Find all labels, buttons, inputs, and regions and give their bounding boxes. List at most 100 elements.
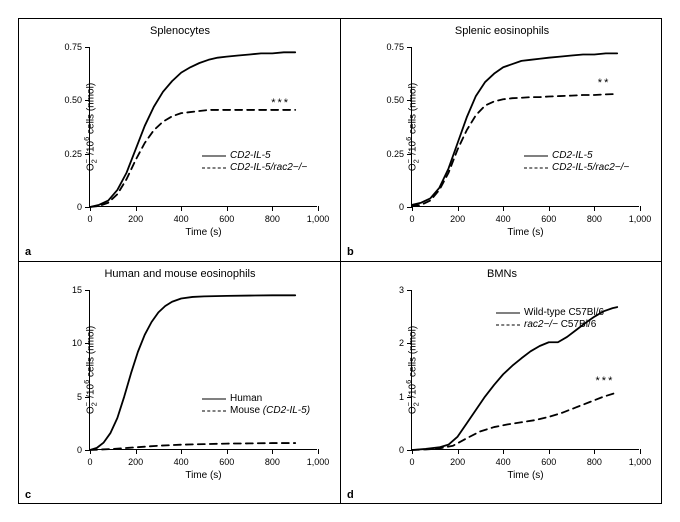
x-tick-label: 800: [265, 214, 280, 224]
legend-line-icon: [202, 410, 226, 411]
legend-swatch: [524, 151, 548, 161]
y-tick-label: 0: [399, 202, 404, 212]
x-tick: [640, 449, 641, 454]
legend-row: CD2-IL-5/rac2−/−: [202, 162, 307, 173]
legend-label: CD2-IL-5: [552, 150, 593, 161]
y-tick-label: 10: [72, 338, 82, 348]
x-axis-label: Time (s): [412, 227, 639, 238]
x-tick-label: 600: [219, 214, 234, 224]
legend-line-icon: [202, 167, 226, 168]
legend-line-icon: [496, 324, 520, 325]
x-tick-label: 0: [87, 457, 92, 467]
legend-swatch: [202, 406, 226, 416]
plot-area: 02004006008001,00000.250.500.75Time (s)O…: [411, 47, 639, 207]
legend: Wild-type C57Bl/6rac2−/− C57Bl/6: [496, 306, 604, 331]
x-tick-label: 200: [128, 457, 143, 467]
legend-row: CD2-IL-5: [202, 150, 307, 161]
panel-b: Splenic eosinophils02004006008001,00000.…: [341, 19, 663, 262]
legend-label: Human: [230, 393, 262, 404]
legend-row: CD2-IL-5/rac2−/−: [524, 162, 629, 173]
x-tick-label: 800: [587, 214, 602, 224]
y-tick-label: 0: [77, 202, 82, 212]
series-line: [90, 52, 295, 207]
significance-marker: **: [598, 77, 611, 89]
panel-a: Splenocytes 02004006008001,00000.250.500.…: [19, 19, 341, 262]
legend-line-icon: [496, 312, 520, 313]
legend-label: Wild-type C57Bl/6: [524, 307, 604, 318]
legend-swatch: [202, 394, 226, 404]
x-tick-label: 1,000: [629, 457, 652, 467]
legend-swatch: [202, 163, 226, 173]
legend-row: Mouse (CD2-IL-5): [202, 405, 310, 416]
legend-row: Wild-type C57Bl/6: [496, 307, 604, 318]
x-axis-label: Time (s): [90, 227, 317, 238]
x-tick-label: 400: [174, 457, 189, 467]
legend-line-icon: [202, 398, 226, 399]
panel-frame: Splenocytes02004006008001,00000.250.500.…: [18, 18, 662, 504]
y-tick: [407, 207, 412, 208]
x-tick-label: 400: [496, 214, 511, 224]
y-tick-label: 0.75: [64, 42, 82, 52]
panel-d: BMNs02004006008001,0000123Time (s)O2−/10…: [341, 262, 663, 505]
legend-label: CD2-IL-5: [230, 150, 271, 161]
y-tick-label: 0.75: [386, 42, 404, 52]
y-tick-label: 0.50: [64, 95, 82, 105]
panel-letter: d: [347, 489, 354, 501]
x-tick-label: 0: [409, 214, 414, 224]
significance-marker: ***: [596, 375, 615, 387]
y-tick-label: 0.50: [386, 95, 404, 105]
significance-marker: ***: [271, 97, 290, 109]
legend-label: CD2-IL-5/rac2−/−: [230, 162, 307, 173]
legend-line-icon: [524, 155, 548, 156]
series-line: [90, 295, 295, 450]
legend-swatch: [496, 320, 520, 330]
legend-label: Mouse (CD2-IL-5): [230, 405, 310, 416]
legend: CD2-IL-5CD2-IL-5/rac2−/−: [524, 149, 629, 174]
x-tick-label: 1,000: [629, 214, 652, 224]
x-tick-label: 1,000: [307, 457, 330, 467]
series-line: [412, 392, 617, 450]
x-tick-label: 600: [541, 214, 556, 224]
legend-row: Human: [202, 393, 310, 404]
x-tick-label: 600: [219, 457, 234, 467]
panel-letter: b: [347, 246, 354, 258]
x-tick-label: 400: [496, 457, 511, 467]
legend-row: rac2−/− C57Bl/6: [496, 319, 604, 330]
plot-area: 02004006008001,00000.250.500.75Time (s)O…: [89, 47, 317, 207]
x-tick-label: 200: [450, 214, 465, 224]
x-tick-label: 1,000: [307, 214, 330, 224]
series-svg: [90, 290, 318, 450]
legend: CD2-IL-5CD2-IL-5/rac2−/−: [202, 149, 307, 174]
panel-c: Human and mouse eosinophils0200400600800…: [19, 262, 341, 505]
y-tick-label: 0: [77, 445, 82, 455]
x-tick-label: 0: [409, 457, 414, 467]
legend: HumanMouse (CD2-IL-5): [202, 392, 310, 417]
y-tick-label: 15: [72, 285, 82, 295]
panel-letter: a: [25, 246, 31, 258]
legend-label: CD2-IL-5/rac2−/−: [552, 162, 629, 173]
panel-title: Splenocytes: [19, 25, 341, 37]
plot-area: 02004006008001,000051015Time (s)O2−/106 …: [89, 290, 317, 450]
series-svg: [412, 47, 640, 207]
legend-swatch: [202, 151, 226, 161]
legend-label: rac2−/− C57Bl/6: [524, 319, 596, 330]
y-tick-label: 0.25: [386, 149, 404, 159]
x-axis-label: Time (s): [90, 470, 317, 481]
x-tick-label: 800: [265, 457, 280, 467]
x-tick: [318, 206, 319, 211]
x-tick-label: 200: [128, 214, 143, 224]
panel-title: Human and mouse eosinophils: [19, 268, 341, 280]
x-tick-label: 400: [174, 214, 189, 224]
legend-line-icon: [524, 167, 548, 168]
series-line: [90, 443, 295, 450]
y-tick-label: 0: [399, 445, 404, 455]
plot-area: 02004006008001,0000123Time (s)O2−/106 ce…: [411, 290, 639, 450]
panel-title: Splenic eosinophils: [341, 25, 663, 37]
x-tick: [318, 449, 319, 454]
x-axis-label: Time (s): [412, 470, 639, 481]
series-svg: [90, 47, 318, 207]
legend-swatch: [496, 308, 520, 318]
x-tick-label: 0: [87, 214, 92, 224]
y-tick-label: 3: [399, 285, 404, 295]
figure-root: Splenocytes02004006008001,00000.250.500.…: [0, 0, 680, 522]
